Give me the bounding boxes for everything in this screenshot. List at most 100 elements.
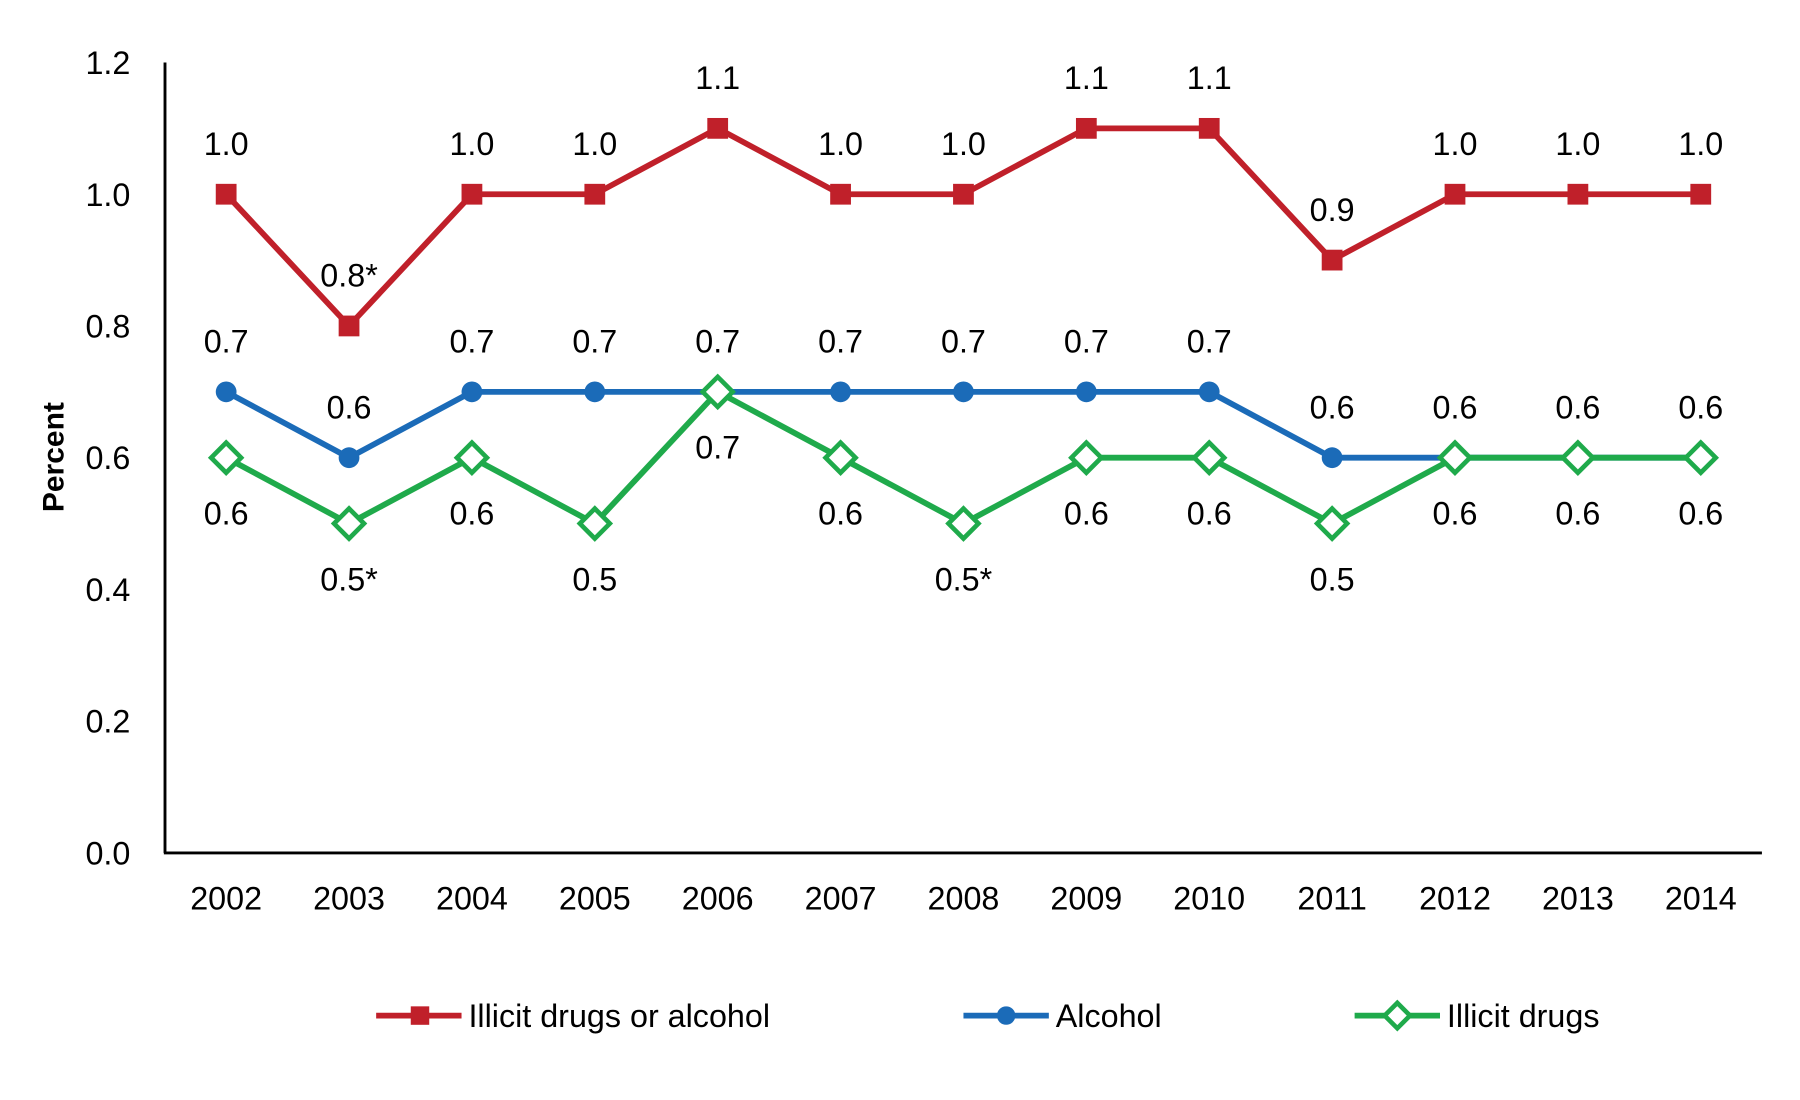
marker-diamond xyxy=(1559,439,1597,476)
data-label: 0.6 xyxy=(1678,389,1723,425)
data-label: 0.7 xyxy=(695,430,740,466)
marker-diamond xyxy=(453,439,491,476)
marker-diamond xyxy=(822,439,859,476)
y-tick-label: 0.0 xyxy=(85,835,130,871)
marker-square xyxy=(953,183,974,205)
x-tick-label: 2009 xyxy=(1050,880,1122,916)
data-label: 0.6 xyxy=(1433,389,1478,425)
marker-square xyxy=(1321,249,1343,271)
data-label: 0.6 xyxy=(1310,389,1355,425)
y-tick-label: 0.8 xyxy=(85,309,130,345)
marker-circle xyxy=(830,381,851,403)
marker-square xyxy=(461,183,483,205)
marker-circle xyxy=(215,381,237,403)
data-label: 0.6 xyxy=(449,496,494,532)
data-label: 1.1 xyxy=(1064,60,1109,96)
y-tick-label: 1.2 xyxy=(85,45,130,81)
data-label: 1.0 xyxy=(818,126,863,162)
legend-marker xyxy=(1381,999,1414,1032)
marker-diamond xyxy=(1313,505,1351,542)
x-tick-label: 2005 xyxy=(559,880,631,916)
data-label: 0.6 xyxy=(1433,496,1478,532)
data-label: 0.5* xyxy=(935,561,993,597)
marker-circle xyxy=(953,381,974,403)
series-illicit-drugs-or-alcohol: 1.0 0.8* 1.0 1.0 1.1 1.0 1.0 1.1 1.1 0.9 1.0 1.0 1.0 xyxy=(204,60,1723,337)
marker-square xyxy=(215,183,237,205)
legend-label: Illicit drugs xyxy=(1447,998,1600,1034)
x-tick-label: 2011 xyxy=(1297,880,1366,916)
marker-square xyxy=(1690,183,1712,205)
marker-square xyxy=(830,183,851,205)
y-tick-label: 0.4 xyxy=(85,572,130,608)
data-label: 0.6 xyxy=(818,496,863,532)
marker-circle xyxy=(1075,381,1097,403)
marker-circle xyxy=(584,381,606,403)
data-label: 1.0 xyxy=(572,126,617,162)
legend-label: Illicit drugs or alcohol xyxy=(468,998,770,1034)
x-tick-label: 2006 xyxy=(682,880,754,916)
y-axis-label: Percent xyxy=(37,402,70,512)
marker-square xyxy=(1444,183,1466,205)
data-label: 0.6 xyxy=(1555,389,1600,425)
marker-circle xyxy=(461,381,483,403)
data-label: 1.0 xyxy=(1555,126,1600,162)
marker-square xyxy=(584,183,606,205)
marker-diamond xyxy=(1068,439,1105,476)
y-tick-label: 1.0 xyxy=(85,177,130,213)
x-tick-label: 2007 xyxy=(805,880,877,916)
data-label: 1.0 xyxy=(204,126,249,162)
x-tick-label: 2014 xyxy=(1665,880,1737,916)
series-alcohol: 0.7 0.6 0.7 0.7 0.7 0.7 0.7 0.7 0.7 0.6 0.6 0.6 0.6 xyxy=(204,324,1723,469)
marker-circle xyxy=(1321,447,1343,469)
data-label: 1.0 xyxy=(1678,126,1723,162)
marker-square xyxy=(338,315,360,337)
legend-item: Illicit drugs or alcohol xyxy=(376,998,770,1034)
data-label: 0.8* xyxy=(320,258,378,294)
data-label: 0.7 xyxy=(1064,324,1109,360)
marker-diamond xyxy=(330,505,368,542)
data-label: 1.1 xyxy=(695,60,740,96)
data-label: 0.7 xyxy=(695,324,740,360)
legend-marker xyxy=(410,1006,430,1025)
marker-square xyxy=(1567,183,1589,205)
x-tick-label: 2002 xyxy=(190,880,262,916)
marker-square xyxy=(707,117,729,139)
legend-item: Illicit drugs xyxy=(1354,998,1600,1034)
x-tick-label: 2004 xyxy=(436,880,508,916)
data-label: 0.5 xyxy=(1310,561,1355,597)
data-label: 0.5 xyxy=(572,561,617,597)
legend-marker xyxy=(996,1006,1016,1025)
data-label: 0.6 xyxy=(1678,496,1723,532)
series-illicit-drugs: 0.6 0.5* 0.6 0.5 0.7 0.6 0.5* 0.6 0.6 0.5 0.6 0.6 0.… xyxy=(204,373,1723,597)
data-label: 0.7 xyxy=(941,324,986,360)
marker-diamond xyxy=(945,505,982,542)
data-label: 0.6 xyxy=(327,389,372,425)
data-label: 0.7 xyxy=(449,324,494,360)
data-label: 0.7 xyxy=(818,324,863,360)
y-tick-label: 0.6 xyxy=(85,440,130,476)
legend-label: Alcohol xyxy=(1056,998,1162,1034)
marker-diamond xyxy=(1436,439,1474,476)
data-label: 0.7 xyxy=(572,324,617,360)
x-tick-label: 2008 xyxy=(928,880,1000,916)
x-tick-label: 2003 xyxy=(313,880,385,916)
data-label: 0.5* xyxy=(320,561,378,597)
data-label: 0.6 xyxy=(204,496,249,532)
marker-square xyxy=(1198,117,1220,139)
marker-diamond xyxy=(207,439,245,476)
marker-square xyxy=(1075,117,1097,139)
data-label: 1.0 xyxy=(449,126,494,162)
x-tick-label: 2012 xyxy=(1419,880,1491,916)
marker-circle xyxy=(1198,381,1220,403)
data-label: 0.6 xyxy=(1555,496,1600,532)
data-label: 1.0 xyxy=(941,126,986,162)
data-label: 0.7 xyxy=(1187,324,1232,360)
data-label: 1.1 xyxy=(1187,60,1232,96)
data-label: 0.9 xyxy=(1310,192,1355,228)
data-label: 1.0 xyxy=(1433,126,1478,162)
legend-item: Alcohol xyxy=(963,998,1162,1034)
y-tick-label: 0.2 xyxy=(85,704,130,740)
x-tick-label: 2010 xyxy=(1173,880,1245,916)
data-label: 0.6 xyxy=(1064,496,1109,532)
data-label: 0.7 xyxy=(204,324,249,360)
